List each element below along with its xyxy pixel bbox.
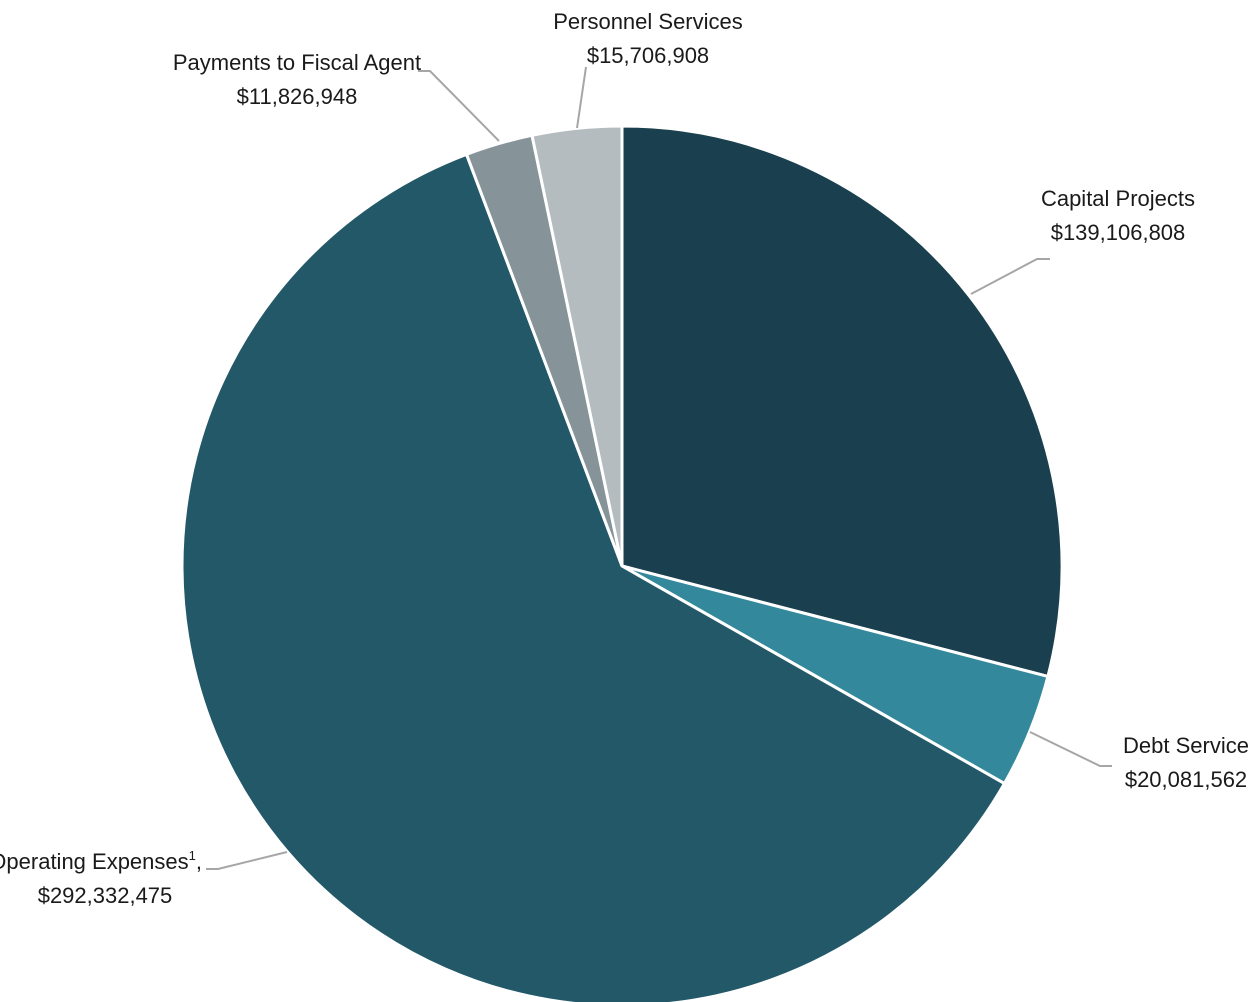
label-operating-expenses-name: Operating Expenses1, — [0, 848, 202, 874]
operating-expenses-name-text: Operating Expenses — [0, 849, 189, 874]
pie-slice-operating-expenses — [180, 152, 1007, 1002]
leader-line-personnel-services — [576, 66, 587, 129]
pie-slice-personnel-services — [530, 124, 624, 567]
label-operating-expenses: Operating Expenses1, $292,332,475 — [0, 848, 202, 908]
label-payments-to-fiscal-agent-value: $11,826,948 — [237, 84, 358, 109]
label-personnel-services-value: $15,706,908 — [587, 43, 709, 68]
footnote-marker: 1 — [189, 848, 196, 863]
operating-expenses-name-suffix: , — [196, 849, 202, 874]
label-operating-expenses-value: $292,332,475 — [38, 883, 173, 908]
pie-slice-capital-projects — [620, 124, 1064, 679]
label-personnel-services-name: Personnel Services — [553, 9, 743, 34]
label-payments-to-fiscal-agent: Payments to Fiscal Agent $11,826,948 — [173, 50, 421, 109]
label-payments-to-fiscal-agent-name: Payments to Fiscal Agent — [173, 50, 421, 75]
leader-line-payments-to-fiscal-agent — [418, 70, 500, 142]
leader-line-debt-service — [1029, 731, 1112, 767]
leader-line-operating-expenses — [206, 851, 288, 870]
label-debt-service-value: $20,081,562 — [1125, 767, 1247, 792]
label-debt-service-name: Debt Service — [1123, 733, 1249, 758]
label-capital-projects-value: $139,106,808 — [1051, 220, 1186, 245]
label-capital-projects-name: Capital Projects — [1041, 186, 1195, 211]
leader-line-capital-projects — [970, 258, 1050, 295]
label-capital-projects: Capital Projects $139,106,808 — [1041, 186, 1195, 245]
label-personnel-services: Personnel Services $15,706,908 — [553, 9, 743, 68]
label-debt-service: Debt Service $20,081,562 — [1123, 733, 1249, 792]
pie-slices — [180, 124, 1064, 1002]
